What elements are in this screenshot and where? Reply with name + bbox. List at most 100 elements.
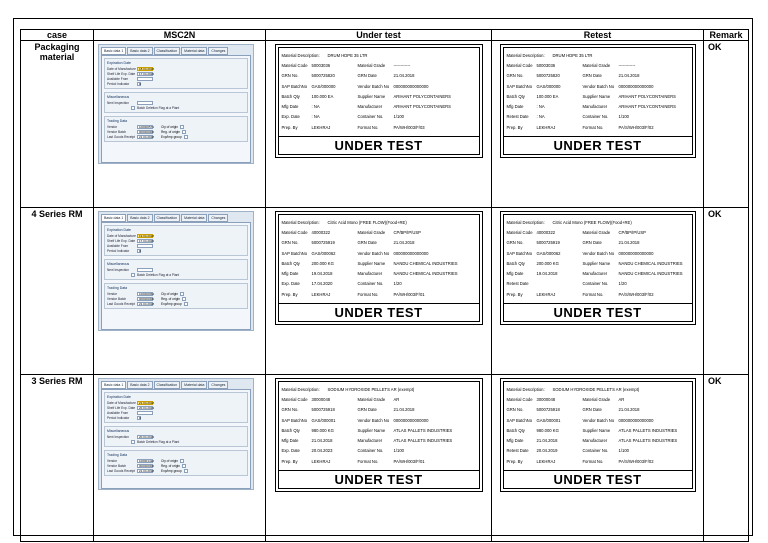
label-value: 1/100	[393, 448, 404, 454]
sap-field-input[interactable]	[137, 100, 153, 105]
label-key: Mfg Date	[506, 271, 524, 277]
label-key: Prep. By	[281, 458, 298, 464]
sap-tab[interactable]: Classification	[153, 381, 181, 389]
label-key: Vendor Batch No	[357, 250, 390, 256]
label-row: Batch Qty 200.000 KG Supplier Name NANDU CH…	[507, 258, 689, 268]
sap-field-input[interactable]: 000000000	[137, 463, 155, 468]
label-row: Material Code 40000322 Material Grade CP/BP…	[507, 227, 689, 237]
label-value: 5000725820	[311, 73, 335, 79]
sap-field-input[interactable]	[181, 296, 186, 301]
sap-field-input[interactable]	[137, 267, 153, 272]
label-row: Mfg Date: NA Manufacturer ARIHANT POLYCONT…	[507, 101, 689, 111]
sap-field-input[interactable]: 100000064	[137, 291, 155, 296]
sap-field-input[interactable]	[137, 410, 153, 415]
label-value: ATLAS PALLETS INDUSTRIES	[393, 438, 453, 444]
deletion-checkbox[interactable]	[131, 439, 135, 444]
sap-field-input[interactable]	[137, 76, 153, 81]
label-row: Prep. By LEKHRAJ Format No. PA/S/WH/003/F/0…	[507, 289, 689, 299]
label-value: GAS/000062	[311, 250, 336, 256]
sap-tab[interactable]: Basic data 2	[127, 47, 153, 55]
sap-field-input[interactable]: D	[137, 81, 142, 86]
label-row: GRN No. 5000725919 GRN Date 21.04.2018	[282, 238, 476, 248]
sap-field-input[interactable]	[180, 124, 185, 129]
sap-field-input[interactable]: 100001412	[137, 458, 155, 463]
sap-tab[interactable]: Basic data 2	[127, 214, 153, 222]
deletion-checkbox[interactable]	[131, 272, 135, 277]
sap-field-input[interactable]: 20.04.2023	[137, 405, 155, 410]
sap-tab[interactable]: Basic data 1	[101, 47, 127, 55]
label-value: LEKHRAJ	[536, 291, 556, 297]
sap-tab[interactable]: Changes	[208, 381, 229, 389]
sap-field-input[interactable]: 17.04.2020	[137, 238, 155, 243]
sap-tab[interactable]: Classification	[153, 47, 181, 55]
sap-field-input[interactable]: 21.04.2018	[137, 400, 155, 405]
sap-field-input[interactable]: 100000571	[137, 124, 155, 129]
sap-field-input[interactable]: 18.04.2018	[137, 66, 155, 71]
label-key: SAP BatchNo	[281, 83, 308, 89]
sap-field-input[interactable]: 19.04.2018	[137, 233, 155, 238]
label-key: Vendor Batch No	[582, 83, 615, 89]
label-key: GRN No.	[506, 240, 524, 246]
sap-field-input[interactable]	[181, 463, 186, 468]
sap-tab[interactable]: Basic data 1	[101, 214, 127, 222]
sap-field-input[interactable]: 21.04.2018	[137, 134, 155, 139]
under-test-stamp: UNDER TEST	[278, 136, 479, 153]
remark-cell: OK	[703, 40, 749, 208]
sap-tab[interactable]: Material data	[181, 47, 208, 55]
sap-tab[interactable]: Basic data 1	[101, 381, 127, 389]
sap-field-input[interactable]	[183, 301, 188, 306]
sap-field-input[interactable]: 000000000	[137, 296, 155, 301]
sap-field-input[interactable]: 21.04.2018	[137, 301, 155, 306]
label-row: Retest Date Container No. 1/20	[507, 279, 689, 289]
sap-field-input[interactable]	[183, 134, 188, 139]
label-key: Container No.	[582, 114, 609, 120]
sap-field-input[interactable]: 21.04.2018	[137, 468, 155, 473]
label-key: Prep. By	[506, 458, 523, 464]
label-value: Citric Acid Mono (FREE FLOW)(Food+RE)	[327, 219, 407, 225]
sap-tab[interactable]: Material data	[181, 214, 208, 222]
under-test-stamp: UNDER TEST	[503, 470, 692, 487]
deletion-checkbox[interactable]	[131, 105, 135, 110]
sap-field-label: Period Indicator	[107, 415, 130, 420]
section-title: Miscellaneous	[107, 262, 130, 266]
label-key: Container No.	[357, 448, 384, 454]
label-row: GRN No. 5000725820 GRN Date 21.04.2018	[507, 71, 689, 81]
sap-field-input[interactable]: 17.04.2020	[137, 71, 155, 76]
sap-field-input[interactable]	[137, 243, 153, 248]
label-key: Manufacturer	[582, 438, 608, 444]
label-value: ARIHANT POLYCONTAINERS	[393, 93, 451, 99]
label-key: Material Code	[506, 62, 533, 68]
label-value: NANDU CHEMICAL INDUSTRIES	[618, 260, 683, 266]
label-row: Retest Date 20.04.2019 Container No. 1/100	[507, 446, 689, 456]
label-key: Material Grade	[357, 396, 386, 402]
label-key: Mfg Date	[281, 104, 299, 110]
label-value: ------------	[618, 62, 636, 68]
expiration-section: Expiration Date Date of Manufacture 18.04.…	[104, 58, 248, 89]
label-key: GRN Date	[582, 73, 602, 79]
sap-tab[interactable]: Material data	[181, 381, 208, 389]
sap-tab[interactable]: Basic data 2	[127, 381, 153, 389]
label-row: Material Code 50003036 Material Grade -----…	[282, 60, 476, 70]
misc-section: Miscellaneous Next Inspection Batch Deleti…	[104, 259, 248, 280]
sap-field-input[interactable]: D	[137, 415, 142, 420]
sap-tab[interactable]: Classification	[153, 214, 181, 222]
sap-tab[interactable]: Changes	[208, 214, 229, 222]
sap-panel: Expiration Date Date of Manufacture 19.04.…	[101, 222, 251, 330]
sap-field-input[interactable]: D	[137, 248, 142, 253]
label-value: 21.04.2018	[393, 73, 415, 79]
label-value: 21.04.2018	[393, 240, 415, 246]
label-key: Mfg Date	[281, 271, 299, 277]
sap-field-input[interactable]	[180, 458, 185, 463]
sap-field-input[interactable]	[180, 291, 185, 296]
label-value: 17.04.2020	[311, 281, 333, 287]
sap-field-input[interactable]	[181, 129, 186, 134]
section-title: Miscellaneous	[107, 95, 130, 99]
sap-field-input[interactable]: 000000000	[137, 129, 155, 134]
label-value: LEKHRAJ	[311, 458, 331, 464]
label-key: Manufacturer	[582, 271, 608, 277]
sap-field-input[interactable]	[183, 468, 188, 473]
under-test-stamp: UNDER TEST	[278, 470, 479, 487]
sap-field-input[interactable]: 20.04.2019	[137, 434, 155, 439]
sap-tab[interactable]: Changes	[208, 47, 229, 55]
label-row: Mfg Date: NA Manufacturer ARIHANT POLYCONT…	[282, 101, 476, 111]
